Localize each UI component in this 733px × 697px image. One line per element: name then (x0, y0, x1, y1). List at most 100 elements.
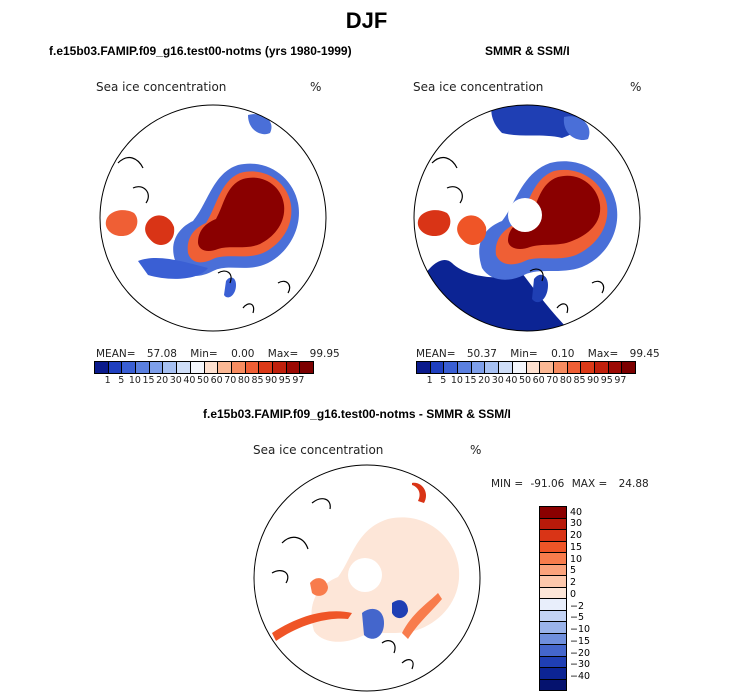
colorbar-swatch (581, 362, 595, 373)
left-coastline (117, 156, 291, 314)
colorbar-tick-label: −10 (570, 624, 591, 636)
colorbar-tick-label: 60 (532, 375, 545, 386)
left-mean-label: MEAN= (96, 348, 136, 360)
diff-min-label: MIN = (491, 478, 524, 490)
colorbar-swatch (540, 656, 566, 668)
right-colorbar-ticks: 1 5 10 15 20 30 40 50 60 70 80 85 90 95 97 (416, 375, 634, 387)
colorbar-swatch (540, 622, 566, 634)
colorbar-tick-label: 95 (278, 375, 291, 386)
colorbar-tick-label: 5 (440, 375, 447, 386)
colorbar-tick-label: 10 (450, 375, 463, 386)
colorbar-tick-label: 20 (156, 375, 169, 386)
colorbar-swatch (245, 362, 260, 373)
right-polar-map (413, 104, 641, 332)
colorbar-tick-label: 30 (491, 375, 504, 386)
colorbar-swatch (594, 362, 609, 373)
colorbar-swatch (458, 362, 472, 373)
colorbar-swatch (540, 530, 566, 542)
left-mean-value: 57.08 (146, 348, 177, 360)
colorbar-swatch (95, 362, 109, 373)
left-min-label: Min= (190, 348, 218, 360)
diff-pole-hole (348, 558, 382, 592)
colorbar-swatch (540, 518, 566, 530)
difference-polar-map (253, 464, 481, 692)
diff-min-value: -91.06 (530, 478, 565, 490)
diff-panel-heading: f.e15b03.FAMIP.f09_g16.test00-notms - SM… (203, 407, 511, 421)
colorbar-tick-label: 97 (614, 375, 627, 386)
colorbar-swatch (430, 362, 445, 373)
colorbar-swatch (553, 362, 568, 373)
colorbar-swatch (190, 362, 205, 373)
colorbar-tick-label: 2 (570, 577, 577, 589)
left-baltic-ice (224, 277, 236, 298)
diff-max-value: 24.88 (618, 478, 649, 490)
colorbar-swatch (499, 362, 513, 373)
colorbar-tick-label: 5 (570, 565, 577, 577)
diff-positive-streak-pacific (272, 611, 352, 641)
colorbar-swatch (204, 362, 219, 373)
colorbar-swatch (622, 362, 635, 373)
right-max-value: 99.45 (629, 348, 660, 360)
left-barents-ice (248, 114, 272, 135)
right-max-label: Max= (587, 348, 619, 360)
right-north-ice (491, 105, 588, 138)
colorbar-tick-label: 30 (570, 518, 583, 530)
diff-coastline (271, 498, 414, 670)
colorbar-swatch (540, 564, 566, 576)
colorbar-tick-label: 70 (546, 375, 559, 386)
diff-ne-streak (412, 482, 427, 503)
colorbar-tick-label: −40 (570, 671, 591, 683)
diff-positive-streak-atlantic (402, 593, 442, 639)
left-polar-map (99, 104, 327, 332)
colorbar-tick-label: 1 (104, 375, 111, 386)
right-units-label: % (630, 80, 642, 94)
diff-negative-baltic (362, 608, 384, 639)
colorbar-swatch (567, 362, 582, 373)
left-variable-label: Sea ice concentration (96, 80, 227, 94)
right-baltic-ice (532, 274, 548, 303)
colorbar-swatch (540, 587, 566, 599)
colorbar-tick-label: 10 (128, 375, 141, 386)
colorbar-swatch (444, 362, 459, 373)
colorbar-swatch (272, 362, 287, 373)
colorbar-swatch (540, 599, 566, 611)
colorbar-swatch (540, 679, 566, 690)
left-units-label: % (310, 80, 322, 94)
colorbar-swatch (526, 362, 541, 373)
colorbar-tick-label: 80 (559, 375, 572, 386)
colorbar-swatch (540, 610, 566, 622)
colorbar-tick-label: 80 (237, 375, 250, 386)
colorbar-tick-label: 10 (570, 553, 583, 565)
colorbar-swatch (540, 645, 566, 657)
colorbar-tick-label: −5 (570, 612, 585, 624)
diff-colorbar-ticks: 40 30 20 15 10 5 2 0 −2 −5 −10 −15 −20 −30 −40 (570, 506, 590, 682)
left-hudson-bay (105, 210, 138, 237)
colorbar-tick-label: 20 (478, 375, 491, 386)
colorbar-swatch (163, 362, 178, 373)
diff-negative-spot (392, 600, 408, 619)
colorbar-tick-label: 40 (183, 375, 196, 386)
colorbar-tick-label: 40 (505, 375, 518, 386)
colorbar-swatch (417, 362, 431, 373)
colorbar-tick-label: 15 (570, 541, 583, 553)
right-pole-hole (508, 198, 542, 232)
right-colorbar (416, 361, 636, 374)
colorbar-swatch (540, 576, 566, 588)
colorbar-swatch (136, 362, 150, 373)
colorbar-swatch (471, 362, 486, 373)
colorbar-swatch (300, 362, 313, 373)
colorbar-tick-label: 90 (587, 375, 600, 386)
page-title: DJF (345, 8, 388, 33)
right-variable-label: Sea ice concentration (413, 80, 544, 94)
colorbar-tick-label: 30 (169, 375, 182, 386)
colorbar-tick-label: −30 (570, 659, 591, 671)
left-baffin (145, 215, 175, 246)
left-pack-ice (198, 177, 285, 251)
colorbar-swatch (540, 633, 566, 645)
colorbar-tick-label: 50 (518, 375, 532, 386)
colorbar-swatch (540, 507, 566, 519)
colorbar-tick-label: 15 (464, 375, 477, 386)
colorbar-swatch (485, 362, 500, 373)
colorbar-tick-label: 5 (118, 375, 125, 386)
right-hudson-bay (417, 210, 451, 237)
